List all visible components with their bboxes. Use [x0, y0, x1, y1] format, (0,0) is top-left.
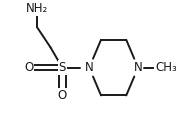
Text: O: O — [58, 89, 67, 102]
Text: NH₂: NH₂ — [26, 2, 48, 15]
Text: N: N — [134, 61, 142, 74]
Text: S: S — [59, 61, 66, 74]
Text: N: N — [85, 61, 94, 74]
Text: O: O — [24, 61, 33, 74]
Text: CH₃: CH₃ — [155, 61, 177, 74]
